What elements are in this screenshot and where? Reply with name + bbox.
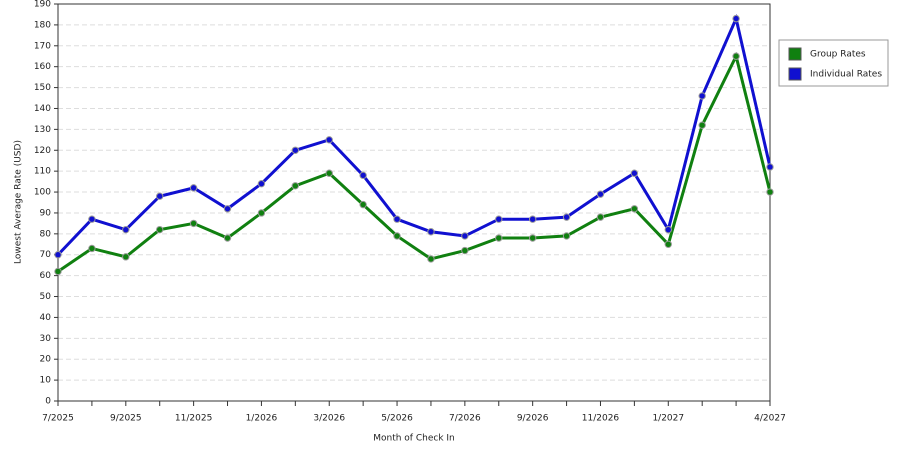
x-tick-label: 9/2025 (110, 414, 142, 424)
data-point (698, 121, 706, 129)
x-tick-label: 9/2026 (517, 414, 549, 424)
data-point (630, 205, 639, 213)
data-point (223, 234, 232, 242)
data-point (732, 52, 740, 60)
y-tick-label: 0 (45, 397, 51, 407)
series-line (56, 13, 772, 256)
y-tick-label: 190 (34, 0, 51, 10)
data-point (122, 225, 130, 234)
data-point (291, 146, 300, 154)
data-point (156, 192, 164, 200)
data-point (528, 215, 537, 223)
data-point (88, 215, 96, 223)
y-tick-label: 80 (40, 229, 52, 239)
y-tick-label: 160 (34, 62, 51, 72)
data-point (732, 14, 740, 23)
data-point (427, 228, 435, 236)
y-tick-label: 130 (34, 125, 51, 135)
data-point (291, 182, 300, 190)
data-point (54, 267, 62, 276)
y-tick-label: 20 (40, 355, 52, 365)
data-point (325, 136, 333, 144)
data-point (189, 184, 198, 192)
y-tick-label: 40 (40, 313, 52, 323)
data-point (393, 215, 401, 223)
data-point (88, 244, 96, 253)
data-point (325, 169, 333, 177)
y-tick-label: 140 (34, 104, 51, 114)
data-point (393, 232, 401, 240)
x-axis-title: Month of Check In (373, 434, 455, 444)
data-point (257, 179, 266, 188)
y-tick-label: 120 (34, 146, 51, 156)
x-tick-label: 1/2027 (652, 414, 684, 424)
data-point (766, 163, 774, 171)
x-tick-label: 7/2025 (42, 414, 74, 424)
data-point (766, 188, 774, 196)
y-tick-label: 60 (40, 271, 52, 281)
data-point (596, 190, 605, 198)
x-tick-label: 4/2027 (754, 414, 786, 424)
y-tick-label: 110 (34, 167, 51, 177)
plot-frame (57, 3, 771, 402)
data-point (562, 232, 571, 240)
legend-swatch (788, 67, 802, 81)
data-point (427, 255, 435, 263)
data-point (122, 253, 130, 261)
y-tick-label: 150 (34, 83, 51, 93)
x-tick-label: 11/2025 (175, 414, 212, 424)
data-point (528, 234, 537, 242)
legend: Group Rates Individual Rates (778, 39, 889, 87)
y-tick-label: 170 (34, 41, 51, 51)
data-point (664, 225, 672, 234)
y-tick-label: 90 (40, 208, 52, 218)
y-tick-label: 50 (40, 292, 52, 302)
data-point (257, 209, 266, 217)
y-tick-label: 10 (40, 376, 52, 386)
data-point (156, 225, 164, 234)
x-tick-label: 3/2026 (313, 414, 345, 424)
data-point (495, 234, 503, 242)
legend-swatch (788, 47, 802, 61)
data-point (562, 213, 571, 221)
data-point (495, 215, 503, 223)
data-point (359, 200, 367, 209)
legend-label: Individual Rates (810, 70, 882, 80)
data-point (461, 232, 469, 240)
x-tick-label: 1/2026 (246, 414, 278, 424)
data-point (223, 205, 232, 213)
data-point (359, 171, 367, 180)
series-line (57, 51, 772, 273)
data-point (54, 251, 62, 259)
legend-label: Group Rates (810, 50, 866, 60)
x-tick-label: 5/2026 (381, 414, 413, 424)
data-point (630, 169, 639, 177)
y-axis-title: Lowest Average Rate (USD) (14, 140, 24, 264)
data-point (461, 246, 469, 255)
x-tick-label: 11/2026 (582, 414, 620, 424)
data-point (596, 213, 605, 221)
data-point (698, 92, 706, 100)
y-tick-label: 180 (34, 20, 51, 30)
y-tick-label: 70 (40, 250, 52, 260)
y-tick-label: 30 (40, 334, 52, 344)
x-tick-label: 7/2026 (449, 414, 481, 424)
data-point (189, 219, 198, 228)
data-point (664, 240, 672, 248)
y-tick-label: 100 (34, 188, 51, 198)
